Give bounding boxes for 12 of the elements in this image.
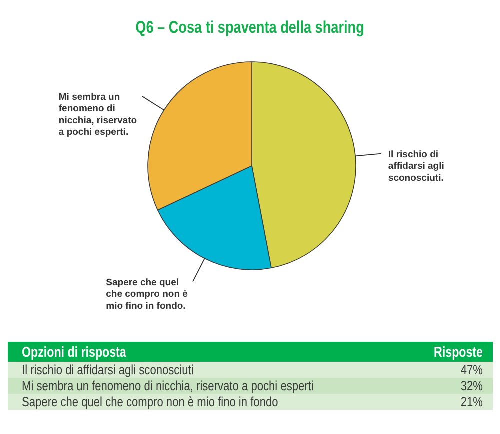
text: 21% (460, 394, 483, 410)
category-label: Il rischio di affidarsi agli sconosciuti (22, 362, 194, 378)
text: Opzioni di risposta (22, 344, 127, 360)
slice-label: Mi sembra un fenomeno di nicchia, riservato a pochi esperti. (58, 92, 138, 138)
category-label: Sapere che quel che compro non è mio fino in fondo (22, 394, 278, 410)
chart-title: Q6 – Cosa ti spaventa della sharing (136, 18, 364, 38)
slice-label: Sapere che quel che compro non è mio fino in fondo. (106, 277, 188, 312)
text: 32% (460, 378, 483, 394)
text: Risposte (434, 344, 483, 360)
slice-label: Il rischio di affidarsi agli sconosciuti. (388, 149, 444, 184)
category-label: Mi sembra un fenomeno di nicchia, riservato a pochi esperti (22, 378, 314, 394)
text: 47% (460, 362, 483, 378)
